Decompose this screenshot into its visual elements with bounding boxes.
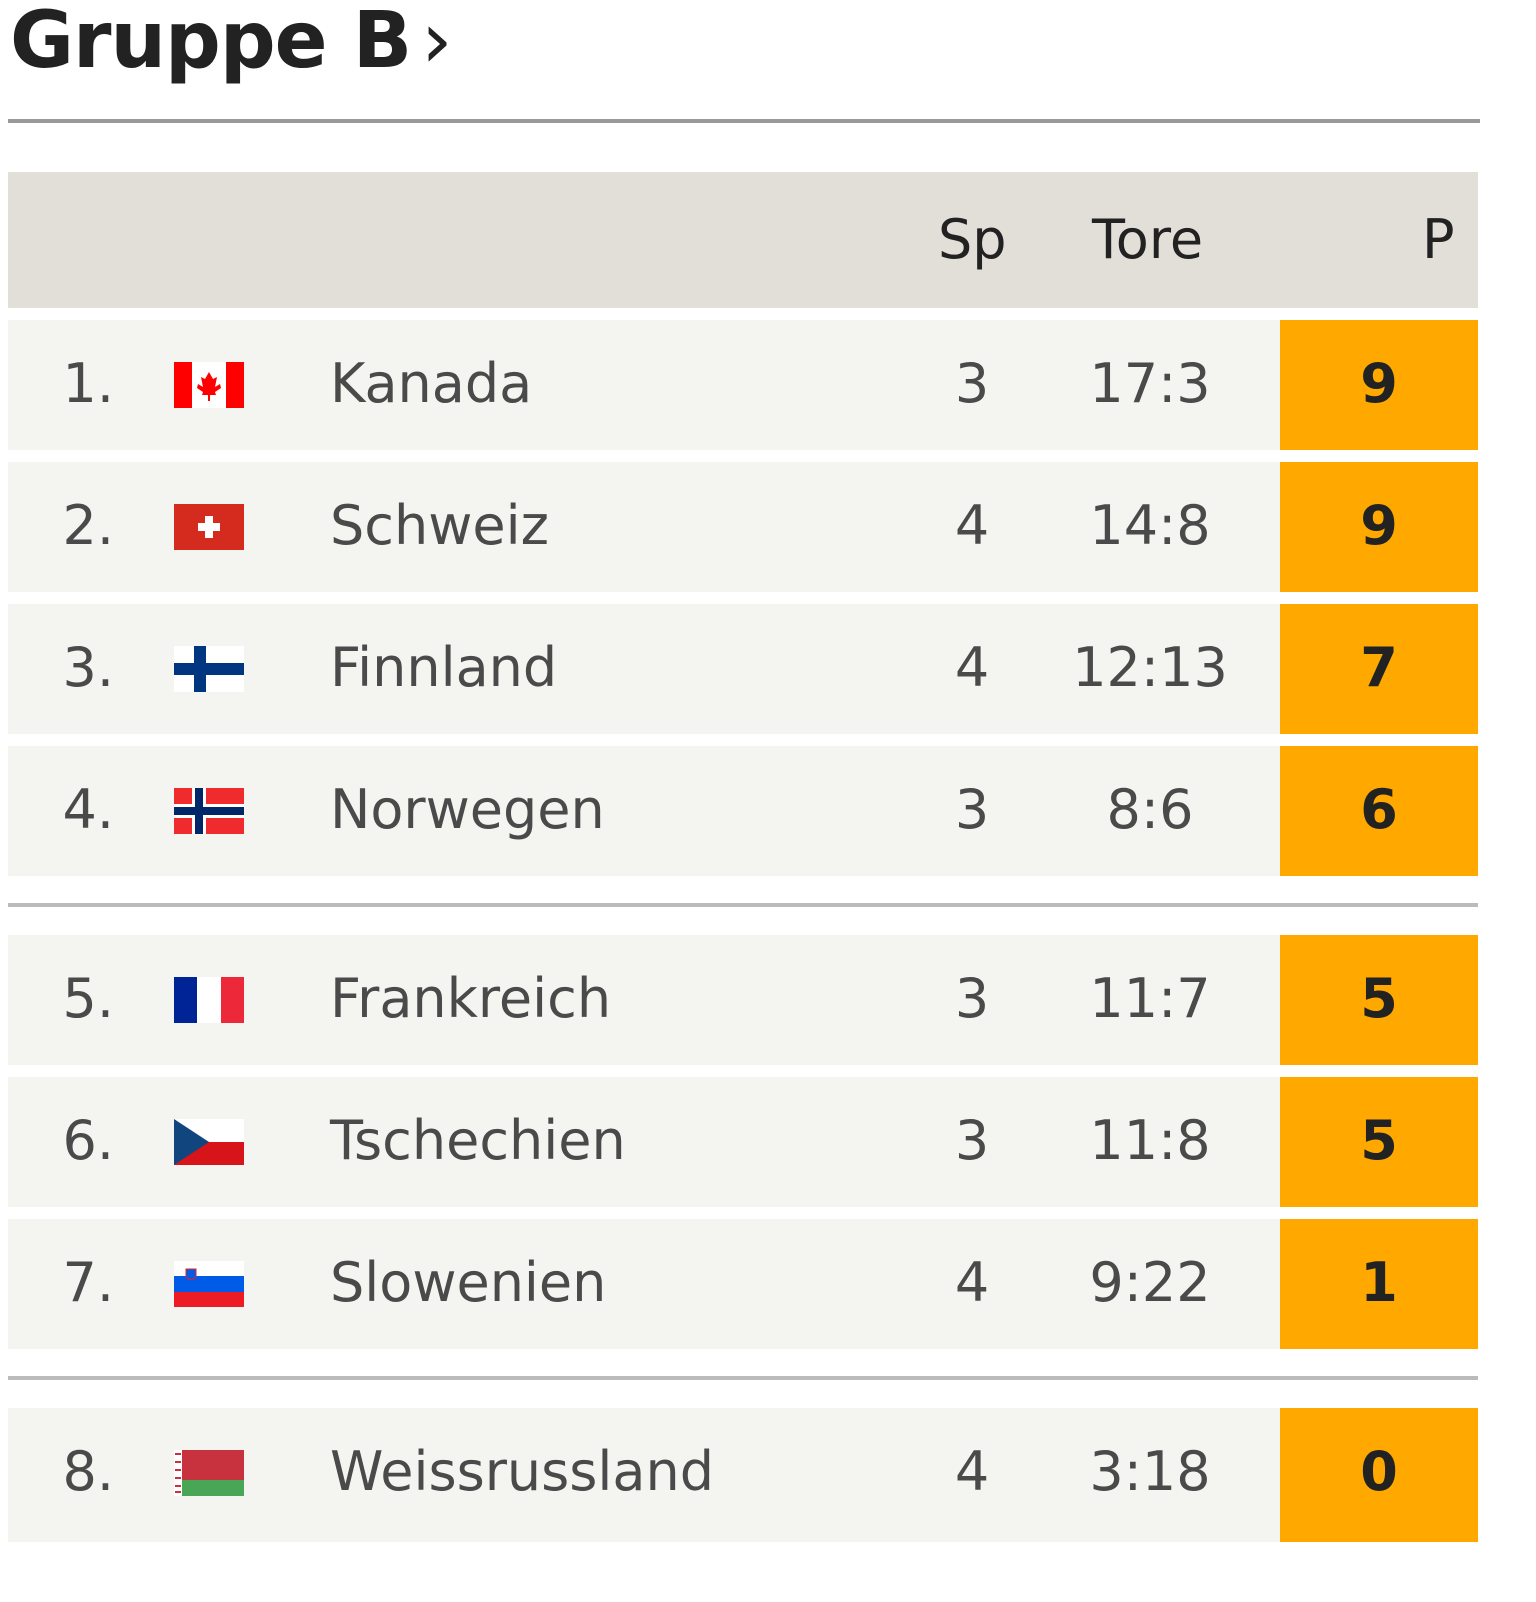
goals: 11:7 [1089, 967, 1211, 1030]
points-cell: 9 [1280, 320, 1478, 450]
points-cell: 1 [1280, 1219, 1478, 1349]
rank: 4. [62, 778, 114, 841]
goals: 8:6 [1106, 778, 1194, 841]
rank: 3. [62, 636, 114, 699]
canada-flag-icon [174, 362, 244, 408]
points-cell: 9 [1280, 462, 1478, 592]
rank: 8. [62, 1440, 114, 1503]
games-played: 3 [954, 352, 990, 415]
group-separator [8, 903, 1478, 907]
games-played: 3 [954, 778, 990, 841]
team-name[interactable]: Slowenien [330, 1251, 607, 1314]
team-name[interactable]: Kanada [330, 352, 533, 415]
points: 0 [1360, 1440, 1398, 1503]
switzerland-flag-icon [174, 504, 244, 550]
goals: 14:8 [1089, 494, 1211, 557]
points: 5 [1360, 1109, 1398, 1172]
team-name[interactable]: Weissrussland [330, 1440, 715, 1503]
team-name[interactable]: Schweiz [330, 494, 549, 557]
title-divider [8, 119, 1480, 123]
goals: 11:8 [1089, 1109, 1211, 1172]
games-played: 3 [954, 1109, 990, 1172]
points-cell: 0 [1280, 1408, 1478, 1542]
points: 5 [1360, 967, 1398, 1030]
points: 7 [1360, 636, 1398, 699]
rank: 5. [62, 967, 114, 1030]
team-name[interactable]: Norwegen [330, 778, 605, 841]
points: 1 [1360, 1251, 1398, 1314]
rank: 2. [62, 494, 114, 557]
games-played: 4 [954, 494, 990, 557]
group-title: Gruppe B [10, 0, 412, 86]
rank: 6. [62, 1109, 114, 1172]
table-row[interactable]: 2. Schweiz 4 14:8 9 [8, 462, 1478, 592]
points: 9 [1360, 352, 1398, 415]
table-header: Sp Tore P [8, 172, 1478, 308]
goals: 3:18 [1089, 1440, 1211, 1503]
points-cell: 5 [1280, 935, 1478, 1065]
norway-flag-icon [174, 788, 244, 834]
games-played: 4 [954, 1251, 990, 1314]
chevron-right-icon: › [421, 0, 452, 86]
team-name[interactable]: Tschechien [330, 1109, 626, 1172]
table-row[interactable]: 4. Norwegen 3 8:6 6 [8, 746, 1478, 876]
team-name[interactable]: Frankreich [330, 967, 612, 1030]
table-row[interactable]: 6. Tschechien 3 11:8 5 [8, 1077, 1478, 1207]
group-title-link[interactable]: Gruppe B › [10, 0, 452, 86]
points: 6 [1360, 778, 1398, 841]
points: 9 [1360, 494, 1398, 557]
column-header-tore: Tore [1092, 208, 1204, 271]
goals: 9:22 [1089, 1251, 1211, 1314]
rank: 1. [62, 352, 114, 415]
czechia-flag-icon [174, 1119, 244, 1165]
points-cell: 5 [1280, 1077, 1478, 1207]
table-row[interactable]: 7. Slowenien 4 9:22 1 [8, 1219, 1478, 1349]
table-row[interactable]: 8. Weissrussland 4 3:18 0 [8, 1408, 1478, 1542]
slovenia-flag-icon [174, 1261, 244, 1307]
group-separator [8, 1376, 1478, 1380]
games-played: 3 [954, 967, 990, 1030]
points-cell: 7 [1280, 604, 1478, 734]
games-played: 4 [954, 636, 990, 699]
goals: 12:13 [1072, 636, 1228, 699]
points-cell: 6 [1280, 746, 1478, 876]
france-flag-icon [174, 977, 244, 1023]
finland-flag-icon [174, 646, 244, 692]
rank: 7. [62, 1251, 114, 1314]
table-row[interactable]: 1. Kanada 3 17:3 9 [8, 320, 1478, 450]
table-row[interactable]: 3. Finnland 4 12:13 7 [8, 604, 1478, 734]
team-name[interactable]: Finnland [330, 636, 558, 699]
games-played: 4 [954, 1440, 990, 1503]
table-row[interactable]: 5. Frankreich 3 11:7 5 [8, 935, 1478, 1065]
goals: 17:3 [1089, 352, 1211, 415]
column-header-sp: Sp [938, 208, 1007, 271]
belarus-flag-icon [174, 1450, 244, 1496]
column-header-p: P [1422, 208, 1455, 271]
